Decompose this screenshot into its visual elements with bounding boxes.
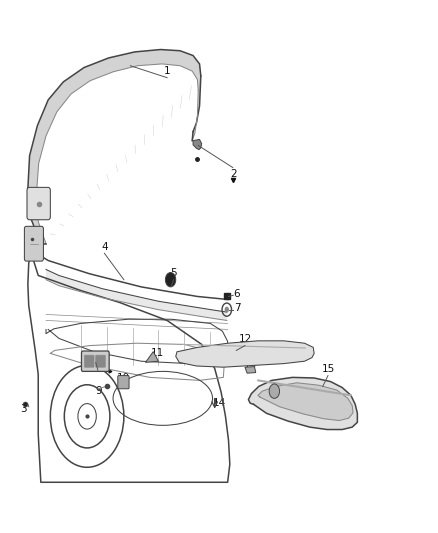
- FancyBboxPatch shape: [118, 376, 129, 389]
- FancyBboxPatch shape: [96, 355, 105, 367]
- Text: 10: 10: [117, 374, 130, 383]
- FancyBboxPatch shape: [25, 227, 43, 261]
- Text: 9: 9: [95, 386, 102, 396]
- Text: 7: 7: [234, 303, 240, 313]
- Polygon shape: [192, 76, 201, 141]
- Polygon shape: [46, 270, 227, 320]
- Text: 4: 4: [101, 242, 108, 252]
- FancyBboxPatch shape: [85, 355, 94, 367]
- Text: 8: 8: [95, 359, 101, 369]
- Text: 14: 14: [212, 398, 226, 408]
- Text: 13: 13: [244, 360, 257, 370]
- Text: 6: 6: [234, 289, 240, 299]
- Circle shape: [225, 306, 229, 313]
- Polygon shape: [258, 383, 353, 421]
- Text: 11: 11: [151, 348, 164, 358]
- Text: 1: 1: [164, 66, 170, 76]
- Polygon shape: [28, 50, 201, 244]
- Text: 15: 15: [321, 365, 335, 374]
- Polygon shape: [176, 341, 314, 367]
- Text: 2: 2: [230, 169, 237, 179]
- Polygon shape: [245, 367, 256, 373]
- Text: 12: 12: [238, 334, 251, 344]
- Text: 3: 3: [20, 404, 27, 414]
- Polygon shape: [248, 377, 357, 430]
- Polygon shape: [145, 352, 159, 362]
- FancyBboxPatch shape: [81, 351, 109, 372]
- Circle shape: [166, 272, 176, 287]
- Text: 5: 5: [170, 269, 177, 278]
- Polygon shape: [193, 140, 202, 150]
- FancyBboxPatch shape: [27, 188, 50, 220]
- Circle shape: [269, 384, 279, 398]
